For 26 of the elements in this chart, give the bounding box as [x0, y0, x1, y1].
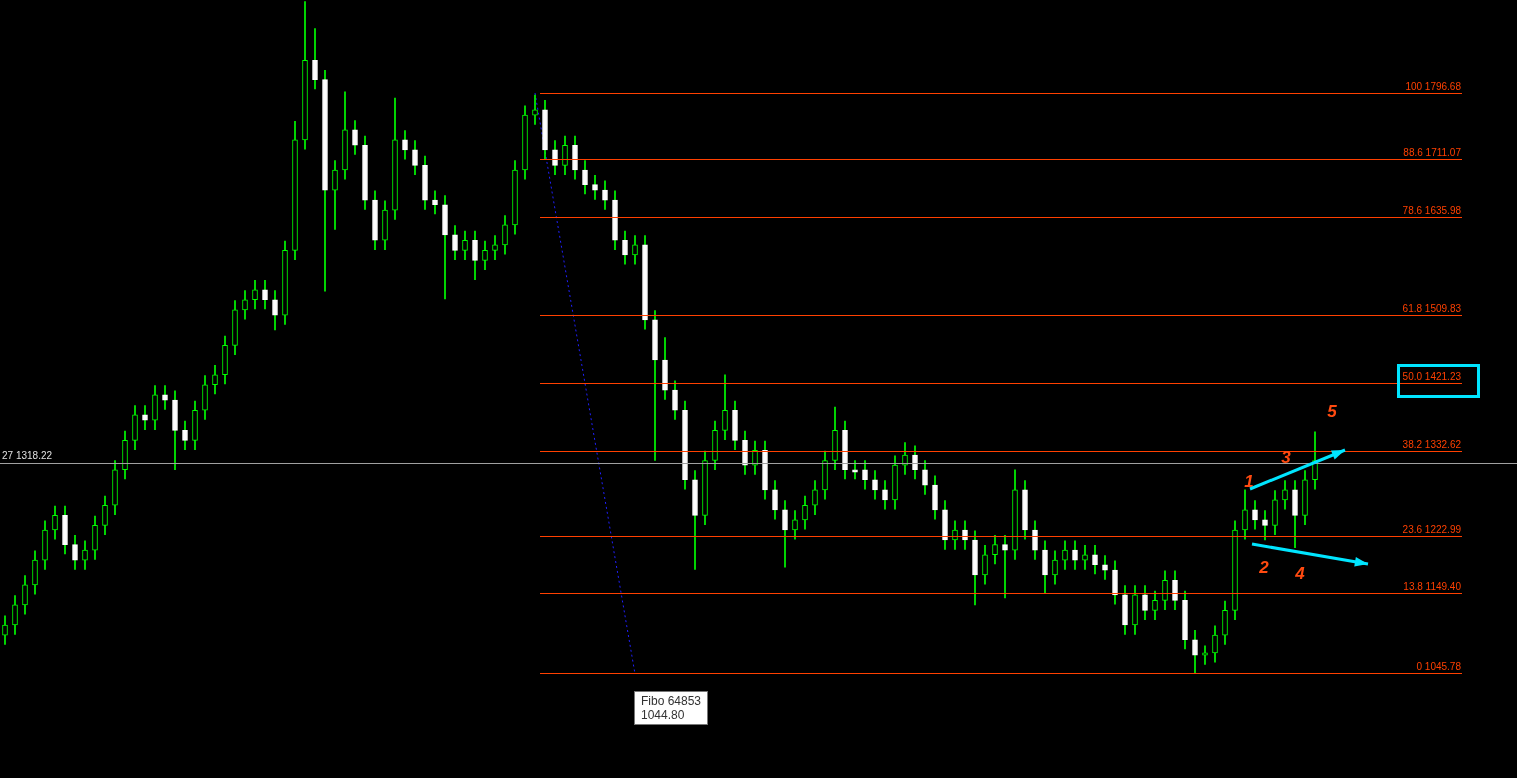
candlestick [1082, 545, 1088, 570]
candlestick [492, 235, 498, 260]
candlestick [532, 94, 538, 125]
annotation: 1 [1244, 471, 1254, 491]
ref-line-label: 100 1796.68 [1405, 81, 1462, 93]
annotation: 3 [1281, 447, 1292, 467]
candlestick [852, 460, 858, 480]
ref-line-label: 13.8 1149.40 [1403, 581, 1462, 593]
ref-line-label: 61.8 1509.83 [1402, 303, 1462, 315]
annotation: Fibo 64853 [641, 694, 702, 708]
annotation: 1044.80 [641, 708, 686, 722]
candlestick [142, 405, 148, 430]
ref-line-label: 78.6 1635.98 [1402, 205, 1462, 217]
ref-line-label: 88.6 1711.07 [1403, 147, 1462, 159]
candlestick [1002, 535, 1008, 599]
ref-line-label: 23.6 1222.99 [1402, 524, 1462, 536]
annotation: 4 [1294, 563, 1306, 583]
candlestick [432, 190, 438, 215]
candlestick [1262, 510, 1268, 541]
ref-line-label: 27 1318.22 [2, 450, 53, 462]
ref-line-label: 50.0 1421.23 [1402, 371, 1462, 383]
candlestick [592, 175, 598, 200]
ref-line-label: 0 1045.78 [1416, 661, 1462, 673]
annotation: 2 [1258, 557, 1270, 577]
text: 5 [1327, 401, 1338, 421]
ref-line-label: 38.2 1332.62 [1402, 439, 1462, 451]
